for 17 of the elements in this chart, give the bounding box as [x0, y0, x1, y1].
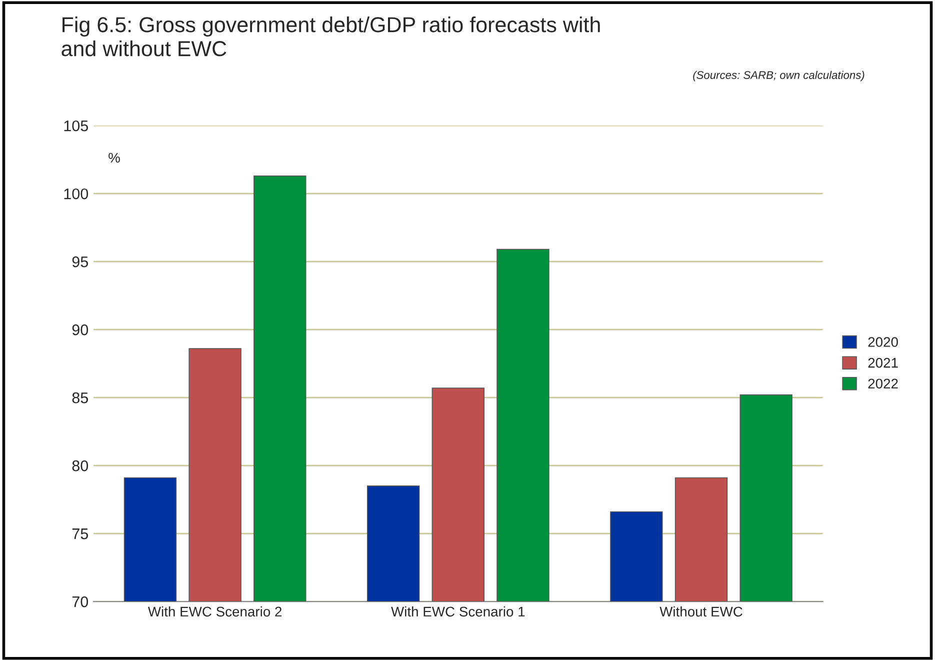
y-tick-label: 70	[72, 596, 88, 608]
legend-label: 2020	[868, 337, 898, 347]
y-tick-label: 95	[72, 256, 88, 268]
y-tick-label: 100	[64, 188, 88, 200]
y-tick-label: 105	[64, 120, 88, 132]
x-tick-label: With EWC Scenario 2	[148, 606, 282, 617]
legend-label: 2021	[868, 358, 898, 368]
y-tick-label: 85	[72, 392, 88, 404]
chart-title: Fig 6.5: Gross government debt/GDP ratio forecasts with and without EWC	[62, 16, 600, 56]
annotation: %	[108, 152, 120, 163]
text: (Sources: SARB; own calculations)	[693, 70, 864, 82]
y-tick-label: 75	[72, 528, 88, 540]
legend-label: 2022	[868, 378, 898, 389]
y-tick-label: 80	[72, 460, 88, 472]
x-tick-label: With EWC Scenario 1	[391, 606, 525, 617]
x-tick-label: Without EWC	[660, 606, 742, 617]
y-tick-label: 90	[72, 324, 88, 336]
